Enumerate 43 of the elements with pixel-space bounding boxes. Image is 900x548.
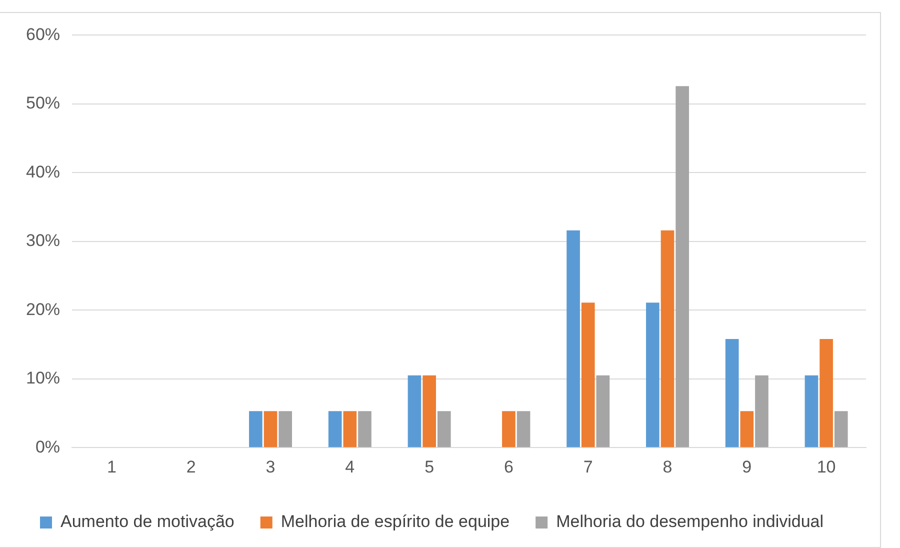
legend-label: Melhoria de espírito de equipe [280, 512, 510, 532]
y-tick-label: 10% [26, 368, 60, 388]
y-tick-label: 60% [26, 24, 60, 44]
bar [502, 411, 516, 448]
x-tick-label: 7 [583, 457, 593, 476]
bar [516, 411, 530, 448]
bar [581, 302, 595, 448]
bar [249, 411, 262, 448]
bar [660, 230, 674, 448]
y-tick-label: 0% [35, 437, 60, 456]
bar [725, 339, 739, 448]
bar [740, 411, 754, 448]
y-tick-label: 40% [26, 162, 60, 182]
legend-label: Melhoria do desempenho individual [556, 512, 824, 532]
y-tick-label: 50% [26, 94, 60, 113]
x-tick-label: 1 [106, 457, 116, 476]
bar [278, 411, 292, 448]
x-tick-label: 3 [266, 457, 276, 476]
x-tick-label: 10 [816, 457, 836, 476]
x-tick-label: 9 [742, 457, 752, 476]
y-tick-label: 30% [26, 231, 60, 250]
bar [422, 375, 436, 448]
bar [343, 411, 357, 448]
bar [646, 302, 660, 448]
bar [437, 411, 451, 448]
bar [820, 339, 833, 448]
x-tick-label: 4 [345, 457, 355, 476]
x-tick-label: 5 [424, 457, 434, 476]
y-tick-label: 20% [26, 300, 60, 319]
bar [834, 411, 848, 448]
bar [804, 375, 818, 448]
bar [676, 86, 689, 448]
bar [755, 375, 768, 448]
bar [408, 375, 422, 448]
bar [328, 411, 342, 448]
legend-label: Aumento de motivação [60, 512, 234, 532]
x-tick-label: 8 [662, 457, 672, 476]
bar [264, 411, 278, 448]
x-tick-label: 6 [504, 457, 514, 476]
bar [358, 411, 372, 448]
x-tick-label: 2 [186, 457, 196, 476]
bar [596, 375, 610, 448]
bar [566, 230, 580, 448]
